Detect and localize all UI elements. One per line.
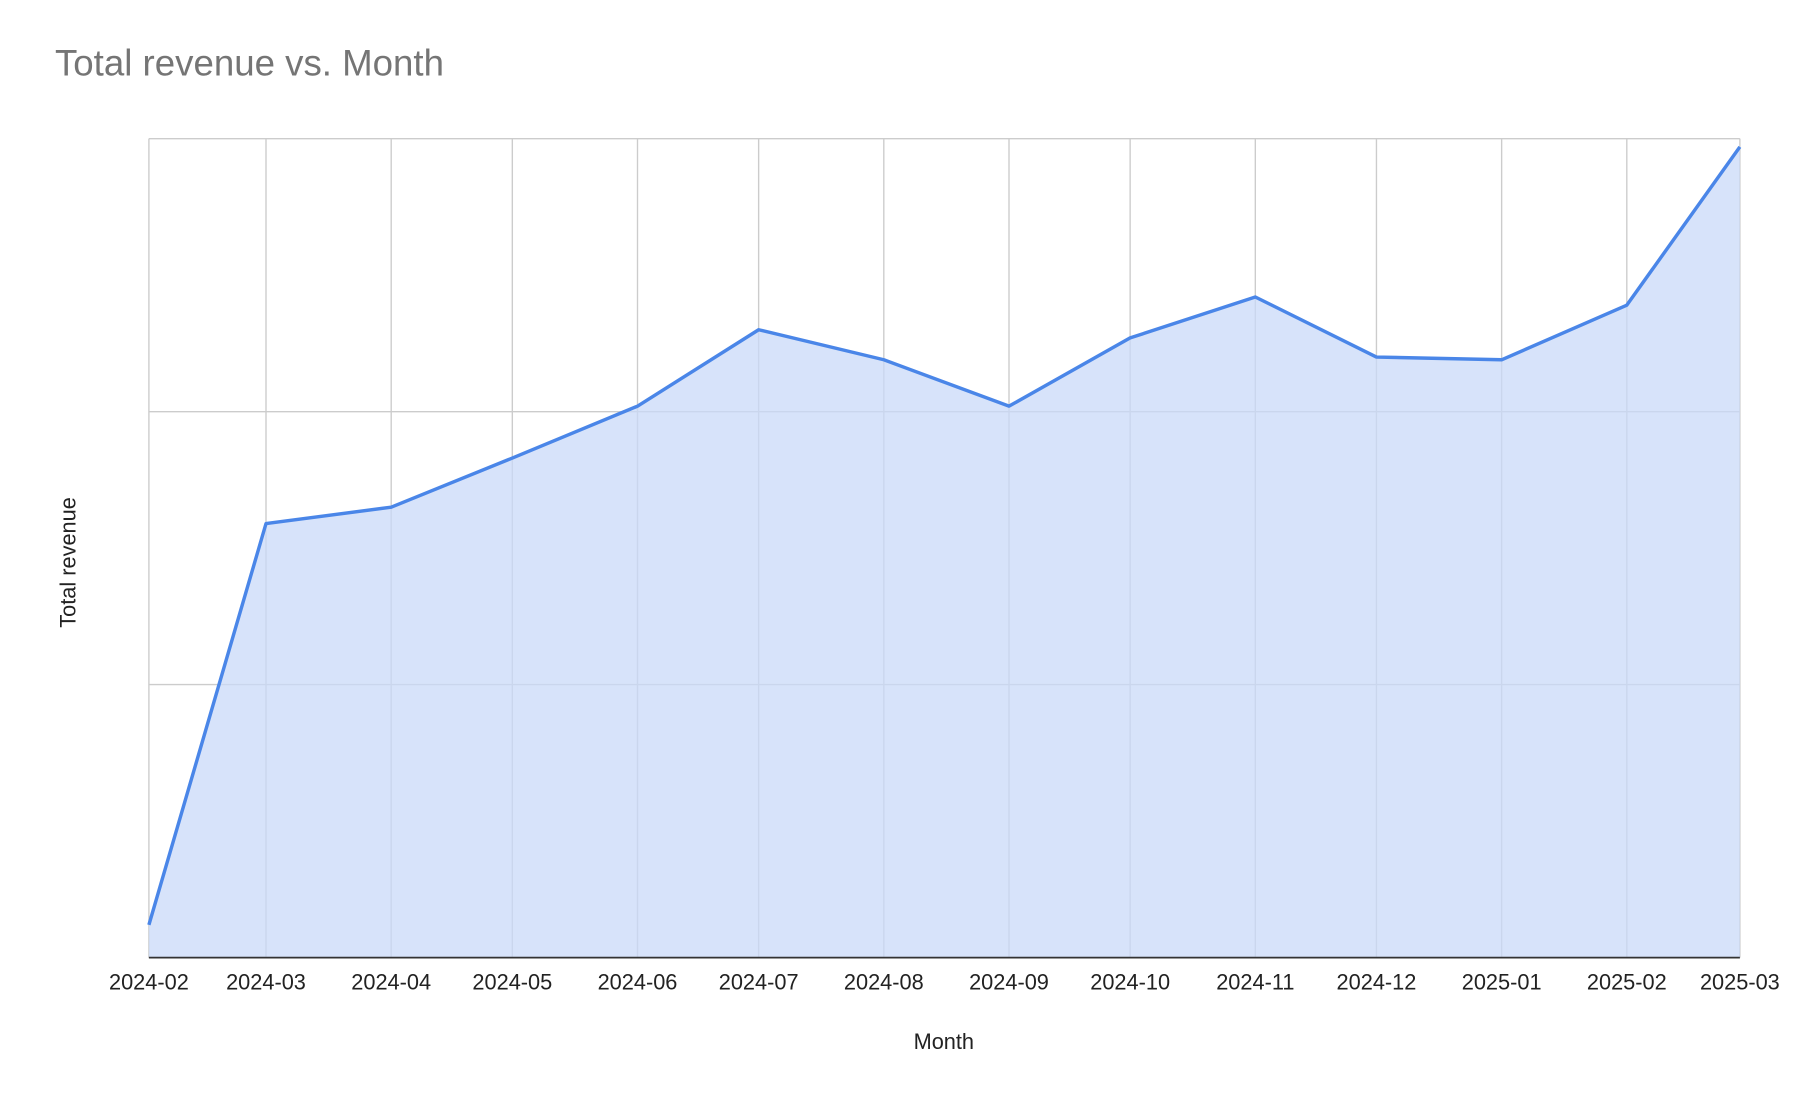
x-tick-label: 2024-07 <box>719 970 799 995</box>
x-tick-label: 2024-06 <box>598 970 678 995</box>
x-tick-label: 2024-04 <box>351 970 431 995</box>
x-tick-label: 2024-02 <box>109 970 189 995</box>
x-tick-label: 2024-05 <box>472 970 552 995</box>
x-tick-label: 2024-10 <box>1090 970 1170 995</box>
x-tick-label: 2024-11 <box>1216 970 1294 995</box>
x-tick-label: 2024-09 <box>969 970 1049 995</box>
x-tick-label: 2025-02 <box>1587 970 1667 995</box>
chart-title: Total revenue vs. Month <box>55 43 444 84</box>
x-tick-label: 2025-01 <box>1462 970 1542 995</box>
x-tick-label: 2024-03 <box>226 970 306 995</box>
x-axis-title: Month <box>914 1029 974 1054</box>
line <box>147 145 1742 926</box>
x-tick-label: 2025-03 <box>1700 970 1780 995</box>
y-axis-title: Total revenue <box>56 497 81 628</box>
x-tick-label: 2024-08 <box>844 970 924 995</box>
area <box>148 146 1740 958</box>
x-tick-label: 2024-12 <box>1337 970 1417 995</box>
